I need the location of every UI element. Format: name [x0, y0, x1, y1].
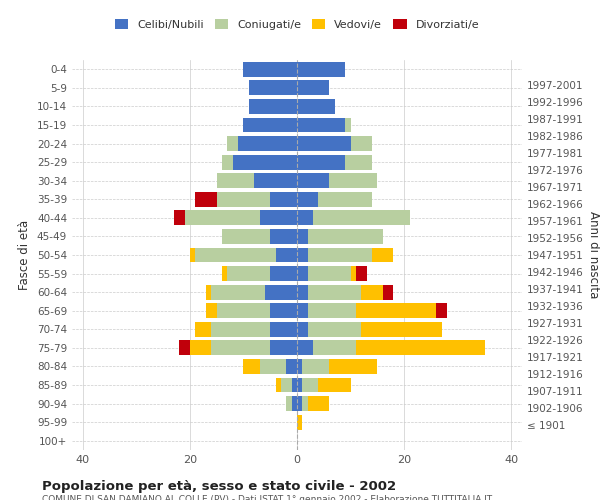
Bar — [211, 322, 270, 336]
Bar — [297, 80, 329, 96]
Bar — [260, 359, 286, 374]
Bar — [195, 192, 217, 206]
Bar — [319, 192, 372, 206]
Bar — [270, 340, 297, 355]
Bar — [297, 62, 345, 76]
Bar — [297, 174, 329, 188]
Bar — [297, 304, 308, 318]
Legend: Celibi/Nubili, Coniugati/e, Vedovi/e, Divorziati/e: Celibi/Nubili, Coniugati/e, Vedovi/e, Di… — [110, 15, 484, 34]
Bar — [308, 229, 383, 244]
Bar — [217, 304, 270, 318]
Bar — [254, 174, 297, 188]
Bar — [297, 229, 308, 244]
Bar — [313, 340, 356, 355]
Bar — [372, 248, 394, 262]
Bar — [319, 378, 350, 392]
Bar — [297, 192, 319, 206]
Bar — [297, 414, 302, 430]
Bar — [249, 99, 297, 114]
Bar — [297, 322, 308, 336]
Bar — [361, 284, 383, 300]
Bar — [217, 192, 270, 206]
Bar — [233, 154, 297, 170]
Bar — [195, 248, 275, 262]
Bar — [185, 210, 260, 226]
Bar — [286, 359, 297, 374]
Bar — [244, 359, 260, 374]
Bar — [260, 210, 297, 226]
Bar — [436, 304, 447, 318]
Bar — [297, 378, 302, 392]
Bar — [297, 359, 302, 374]
Bar — [270, 322, 297, 336]
Bar — [270, 192, 297, 206]
Bar — [297, 340, 313, 355]
Bar — [297, 210, 313, 226]
Bar — [356, 266, 367, 281]
Bar — [308, 322, 361, 336]
Bar — [308, 266, 350, 281]
Bar — [297, 118, 345, 132]
Bar — [308, 284, 361, 300]
Bar — [302, 359, 329, 374]
Bar — [270, 229, 297, 244]
Bar — [275, 248, 297, 262]
Bar — [329, 174, 377, 188]
Bar — [297, 266, 308, 281]
Bar — [345, 154, 372, 170]
Bar — [206, 304, 217, 318]
Bar — [297, 136, 350, 151]
Bar — [297, 154, 345, 170]
Bar — [270, 304, 297, 318]
Text: Popolazione per età, sesso e stato civile - 2002: Popolazione per età, sesso e stato civil… — [42, 480, 396, 493]
Bar — [179, 340, 190, 355]
Bar — [286, 396, 292, 411]
Bar — [281, 378, 292, 392]
Bar — [211, 284, 265, 300]
Bar — [292, 378, 297, 392]
Bar — [297, 284, 308, 300]
Bar — [329, 359, 377, 374]
Bar — [249, 80, 297, 96]
Y-axis label: Anni di nascita: Anni di nascita — [587, 212, 600, 298]
Bar — [211, 340, 270, 355]
Bar — [222, 266, 227, 281]
Bar — [356, 340, 485, 355]
Bar — [244, 118, 297, 132]
Bar — [302, 378, 319, 392]
Bar — [313, 210, 409, 226]
Bar — [195, 322, 211, 336]
Bar — [350, 266, 356, 281]
Bar — [308, 248, 372, 262]
Bar — [383, 284, 394, 300]
Bar — [356, 304, 436, 318]
Bar — [350, 136, 372, 151]
Bar — [292, 396, 297, 411]
Bar — [265, 284, 297, 300]
Bar — [222, 154, 233, 170]
Bar — [297, 396, 302, 411]
Bar — [190, 340, 211, 355]
Bar — [270, 266, 297, 281]
Bar — [206, 284, 211, 300]
Bar — [227, 136, 238, 151]
Bar — [275, 378, 281, 392]
Bar — [244, 62, 297, 76]
Bar — [302, 396, 308, 411]
Bar — [174, 210, 185, 226]
Bar — [238, 136, 297, 151]
Y-axis label: Fasce di età: Fasce di età — [19, 220, 31, 290]
Bar — [190, 248, 195, 262]
Bar — [222, 229, 270, 244]
Bar — [345, 118, 350, 132]
Bar — [308, 304, 356, 318]
Bar — [361, 322, 442, 336]
Bar — [308, 396, 329, 411]
Bar — [297, 99, 335, 114]
Bar — [297, 248, 308, 262]
Bar — [227, 266, 270, 281]
Bar — [217, 174, 254, 188]
Text: COMUNE DI SAN DAMIANO AL COLLE (PV) - Dati ISTAT 1° gennaio 2002 - Elaborazione : COMUNE DI SAN DAMIANO AL COLLE (PV) - Da… — [42, 495, 492, 500]
